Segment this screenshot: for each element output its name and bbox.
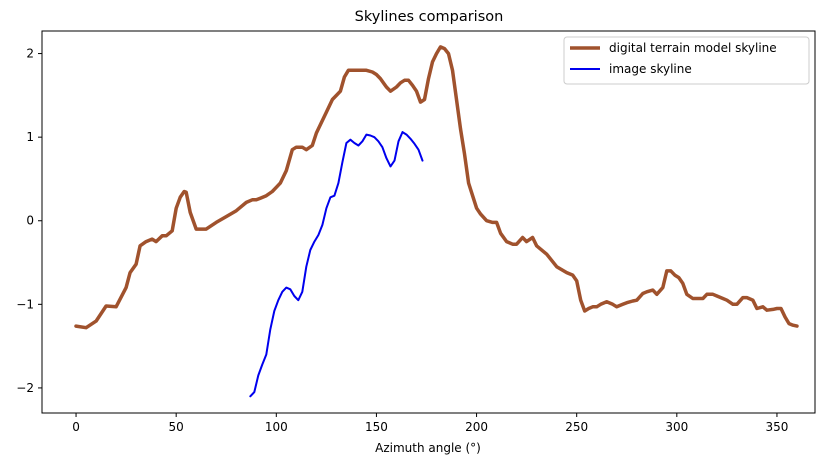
y-tick-label: 0 (26, 214, 34, 228)
x-tick-label: 100 (265, 420, 288, 434)
y-axis: −2 −1 0 1 2 (16, 47, 42, 395)
x-tick-label: 0 (72, 420, 80, 434)
x-tick-label: 350 (765, 420, 788, 434)
y-tick-label: −2 (16, 381, 34, 395)
chart-title: Skylines comparison (355, 9, 504, 25)
series-line-0 (74, 45, 799, 330)
y-tick-label: −1 (16, 297, 34, 311)
x-tick-label: 300 (665, 420, 688, 434)
y-tick-label: 1 (26, 130, 34, 144)
legend: digital terrain model skyline image skyl… (563, 36, 810, 85)
y-tick-label: 2 (26, 47, 34, 61)
x-tick-label: 50 (169, 420, 184, 434)
legend-box (563, 36, 810, 85)
x-tick-label: 250 (565, 420, 588, 434)
series-line-1 (249, 131, 424, 398)
x-axis-label: Azimuth angle (°) (375, 441, 481, 455)
x-tick-label: 150 (365, 420, 388, 434)
legend-label-image: image skyline (609, 62, 692, 76)
plot-frame (41, 30, 816, 414)
x-tick-label: 200 (465, 420, 488, 434)
x-axis: 0 50 100 150 200 250 300 350 (72, 413, 788, 434)
legend-label-dtm: digital terrain model skyline (609, 41, 777, 55)
plot-area (74, 45, 799, 398)
